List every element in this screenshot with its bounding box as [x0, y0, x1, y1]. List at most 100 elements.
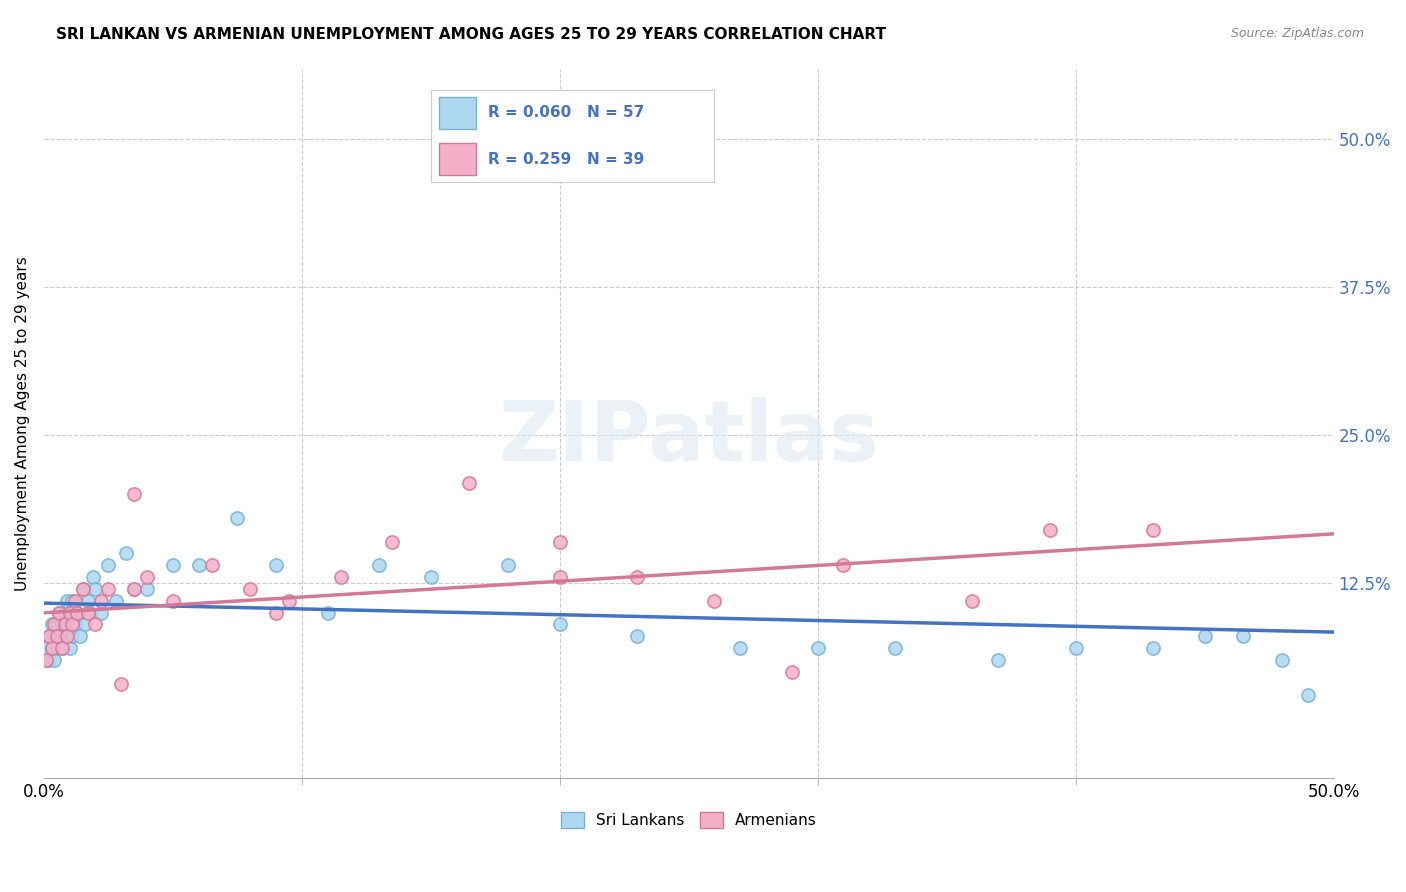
Point [381, 534, 404, 549]
Point [226, 511, 249, 525]
Point [548, 570, 571, 584]
Point [496, 558, 519, 573]
Point [730, 641, 752, 656]
Point [48, 629, 70, 643]
Point [56, 629, 79, 643]
Point [780, 665, 803, 679]
Point [35, 653, 58, 667]
Point [548, 617, 571, 632]
Point [97, 558, 120, 573]
Legend: Sri Lankans, Armenians: Sri Lankans, Armenians [555, 806, 823, 834]
Point [1271, 653, 1294, 667]
Point [110, 676, 132, 690]
Point [51, 641, 73, 656]
Point [48, 606, 70, 620]
Point [72, 582, 94, 596]
Point [264, 606, 287, 620]
Point [69, 629, 91, 643]
Point [76, 606, 98, 620]
Point [59, 606, 82, 620]
Point [38, 629, 60, 643]
Point [264, 558, 287, 573]
Point [329, 570, 352, 584]
Point [97, 582, 120, 596]
Point [90, 606, 112, 620]
Point [122, 582, 145, 596]
Point [458, 132, 481, 146]
Point [105, 594, 128, 608]
Point [1039, 523, 1062, 537]
Point [35, 641, 58, 656]
Point [368, 558, 391, 573]
Point [63, 594, 86, 608]
Y-axis label: Unemployment Among Ages 25 to 29 years: Unemployment Among Ages 25 to 29 years [15, 256, 30, 591]
Point [115, 546, 138, 560]
Point [84, 617, 107, 632]
Point [79, 606, 101, 620]
Point [38, 653, 60, 667]
Point [807, 641, 830, 656]
Point [1194, 629, 1216, 643]
Point [48, 606, 70, 620]
Point [90, 594, 112, 608]
Point [122, 487, 145, 501]
Point [626, 570, 648, 584]
Point [45, 641, 67, 656]
Point [44, 653, 66, 667]
Point [60, 594, 83, 608]
Point [51, 641, 73, 656]
Point [884, 641, 907, 656]
Point [162, 594, 184, 608]
Point [72, 582, 94, 596]
Point [53, 606, 76, 620]
Point [316, 606, 339, 620]
Point [1142, 641, 1164, 656]
Point [187, 558, 209, 573]
Point [56, 617, 79, 632]
Point [56, 594, 79, 608]
Point [419, 570, 441, 584]
Point [82, 570, 104, 584]
Point [53, 629, 76, 643]
Point [45, 629, 67, 643]
Point [51, 617, 73, 632]
Point [59, 606, 82, 620]
Point [44, 617, 66, 632]
Point [1064, 641, 1087, 656]
Point [45, 617, 67, 632]
Point [703, 594, 725, 608]
Point [38, 629, 60, 643]
Point [458, 475, 481, 490]
Point [136, 582, 159, 596]
Point [1142, 523, 1164, 537]
Point [53, 617, 76, 632]
Point [60, 617, 83, 632]
Point [548, 534, 571, 549]
Point [162, 558, 184, 573]
Point [76, 594, 98, 608]
Point [1232, 629, 1254, 643]
Point [277, 594, 299, 608]
Point [41, 641, 63, 656]
Point [60, 629, 83, 643]
Point [66, 606, 89, 620]
Point [44, 629, 66, 643]
Point [136, 570, 159, 584]
Point [122, 582, 145, 596]
Point [66, 606, 89, 620]
Point [987, 653, 1010, 667]
Point [626, 629, 648, 643]
Point [832, 558, 855, 573]
Point [962, 594, 984, 608]
Point [239, 582, 262, 596]
Point [41, 617, 63, 632]
Text: ZIPatlas: ZIPatlas [498, 397, 879, 478]
Point [63, 617, 86, 632]
Text: Source: ZipAtlas.com: Source: ZipAtlas.com [1230, 27, 1364, 40]
Point [1296, 689, 1319, 703]
Point [41, 641, 63, 656]
Text: SRI LANKAN VS ARMENIAN UNEMPLOYMENT AMONG AGES 25 TO 29 YEARS CORRELATION CHART: SRI LANKAN VS ARMENIAN UNEMPLOYMENT AMON… [56, 27, 886, 42]
Point [59, 641, 82, 656]
Point [75, 617, 97, 632]
Point [200, 558, 222, 573]
